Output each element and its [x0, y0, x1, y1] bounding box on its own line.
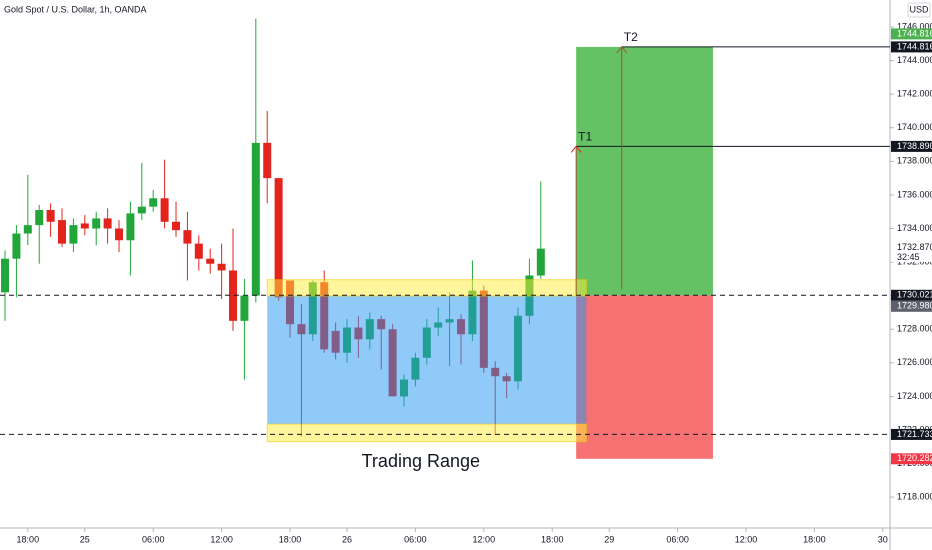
- candle-body: [194, 243, 203, 259]
- candle-body: [536, 248, 545, 276]
- y-tick-label: 1740.000: [897, 122, 932, 132]
- price-tag-label: 1720.282: [897, 453, 932, 463]
- candle-body: [46, 210, 55, 222]
- currency-box: [907, 2, 931, 18]
- target-label: T2: [624, 30, 638, 44]
- x-tick-label: 29: [604, 534, 614, 544]
- x-tick-label: 25: [80, 534, 90, 544]
- price-tag: [891, 289, 932, 301]
- candle-body: [92, 218, 101, 229]
- countdown: 32:45: [897, 252, 920, 262]
- candle-body: [35, 210, 44, 226]
- range-label: Trading Range: [362, 451, 480, 471]
- range-band: [266, 279, 587, 297]
- candle-body: [229, 270, 238, 321]
- y-tick-label: 1724.000: [897, 391, 932, 401]
- x-tick-label: 30: [878, 534, 888, 544]
- x-tick-label: 18:00: [803, 534, 826, 544]
- y-tick-label: 1744.000: [897, 55, 932, 65]
- candle-body: [251, 142, 260, 296]
- x-tick-label: 12:00: [473, 534, 496, 544]
- candle-body: [58, 220, 67, 244]
- price-tag-bg: [891, 241, 932, 262]
- y-tick-label: 1742.000: [897, 89, 932, 99]
- price-tag: [891, 300, 932, 312]
- price-tag-label: 1738.890: [897, 141, 932, 151]
- x-tick-label: 12:00: [210, 534, 233, 544]
- x-tick-label: 06:00: [666, 534, 689, 544]
- price-tag-label: 1729.980: [897, 301, 932, 311]
- candle-body: [149, 198, 158, 207]
- y-tick-label: 1746.000: [897, 21, 932, 31]
- target-zone: [576, 46, 713, 296]
- candle-body: [240, 295, 249, 321]
- price-tag: [891, 41, 932, 53]
- x-tick-label: 12:00: [735, 534, 758, 544]
- candle-body: [103, 218, 112, 229]
- candle-body: [274, 178, 283, 298]
- price-tag: [891, 140, 932, 152]
- x-tick-label: 18:00: [279, 534, 302, 544]
- candle-body: [115, 228, 124, 241]
- x-tick-label: 26: [342, 534, 352, 544]
- stop-zone: [576, 295, 713, 459]
- x-tick-label: 06:00: [142, 534, 165, 544]
- y-tick-label: 1734.000: [897, 223, 932, 233]
- price-tag: [891, 453, 932, 465]
- price-tag-label: 1744.816: [897, 41, 932, 51]
- price-tag-label: 1721.733: [897, 429, 932, 439]
- range-box: [267, 295, 587, 425]
- price-tag-label: 1744.816: [897, 28, 932, 38]
- candle-body: [183, 230, 192, 244]
- currency: USD: [909, 4, 929, 14]
- arrow-head: [616, 46, 628, 54]
- x-tick-label: 06:00: [404, 534, 427, 544]
- range-band: [266, 423, 587, 443]
- y-tick-label: 1728.000: [897, 324, 932, 334]
- target-label: T1: [578, 130, 592, 144]
- price-tag-label: 1732.870: [897, 242, 932, 252]
- y-tick-label: 1718.000: [897, 491, 932, 501]
- candle-body: [69, 225, 78, 244]
- candle-body: [206, 258, 215, 264]
- price-tag: [891, 428, 932, 440]
- candle-body: [172, 221, 181, 231]
- x-tick-label: 18:00: [541, 534, 564, 544]
- y-tick-label: 1736.000: [897, 189, 932, 199]
- x-tick-label: 18:00: [17, 534, 40, 544]
- y-tick-label: 1738.000: [897, 156, 932, 166]
- candle-body: [217, 263, 226, 271]
- chart-title: Gold Spot / U.S. Dollar, 1h, OANDA: [4, 4, 147, 14]
- candle-body: [160, 198, 169, 222]
- price-tag: [891, 28, 932, 40]
- candle-body: [23, 225, 32, 234]
- arrow-head: [570, 145, 582, 153]
- candle-body: [80, 223, 89, 229]
- candle-body: [263, 142, 272, 179]
- price-tag-label: 1730.021: [897, 290, 932, 300]
- candle-body: [1, 258, 10, 293]
- candle-body: [126, 213, 135, 241]
- candle-body: [137, 206, 146, 214]
- candle-body: [12, 233, 21, 259]
- y-tick-label: 1726.000: [897, 357, 932, 367]
